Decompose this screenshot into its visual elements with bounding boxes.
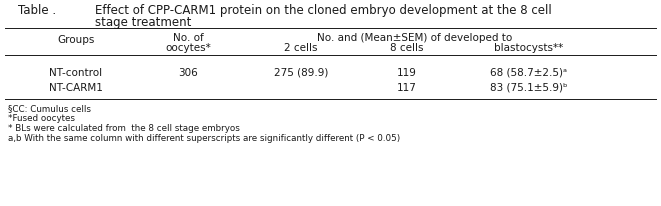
Text: §CC: Cumulus cells: §CC: Cumulus cells [8, 103, 91, 112]
Text: Groups: Groups [58, 35, 95, 45]
Text: a,b With the same column with different superscripts are significantly different: a,b With the same column with different … [8, 133, 401, 142]
Text: No. and (Mean±SEM) of developed to: No. and (Mean±SEM) of developed to [317, 33, 512, 43]
Text: 119: 119 [397, 68, 416, 78]
Text: *Fused oocytes: *Fused oocytes [8, 114, 75, 122]
Text: 306: 306 [178, 68, 198, 78]
Text: 83 (75.1±5.9)ᵇ: 83 (75.1±5.9)ᵇ [490, 83, 568, 92]
Text: Table .: Table . [18, 4, 56, 17]
Text: No. of: No. of [173, 33, 204, 43]
Text: 68 (58.7±2.5)ᵃ: 68 (58.7±2.5)ᵃ [490, 68, 567, 78]
Text: 8 cells: 8 cells [390, 43, 423, 53]
Text: stage treatment: stage treatment [95, 16, 192, 29]
Text: 117: 117 [397, 83, 416, 92]
Text: 275 (89.9): 275 (89.9) [274, 68, 328, 78]
Text: Effect of CPP-CARM1 protein on the cloned embryo development at the 8 cell: Effect of CPP-CARM1 protein on the clone… [95, 4, 552, 17]
Text: NT-CARM1: NT-CARM1 [49, 83, 103, 92]
Text: 2 cells: 2 cells [284, 43, 317, 53]
Text: blastocysts**: blastocysts** [494, 43, 563, 53]
Text: * BLs were calculated from  the 8 cell stage embryos: * BLs were calculated from the 8 cell st… [8, 123, 240, 132]
Text: oocytes*: oocytes* [165, 43, 212, 53]
Text: NT-control: NT-control [50, 68, 102, 78]
